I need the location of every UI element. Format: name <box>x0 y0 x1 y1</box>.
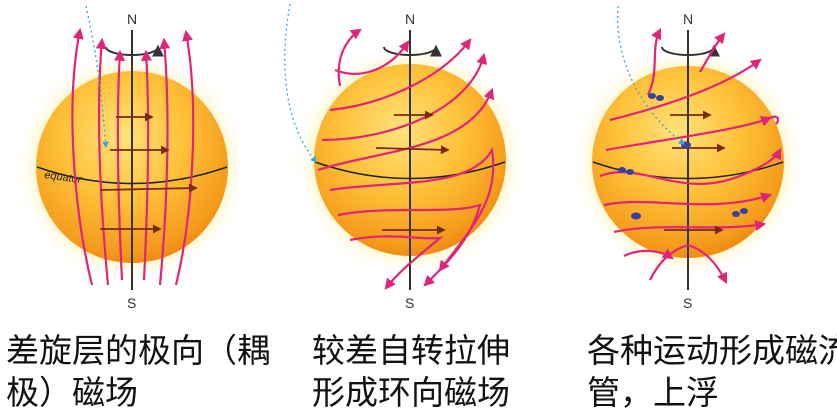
panel-1-flow-arrows <box>99 112 198 234</box>
panel-1-rotation-arrow-icon <box>105 44 164 57</box>
panel-3-field-line <box>769 115 780 125</box>
panel-2-caption-line: 形成环向磁场 <box>312 373 510 412</box>
panel-2-rotation-arrow-icon <box>383 44 442 57</box>
panel-3-equator <box>592 161 784 180</box>
panel-3-flux-tube-dot <box>656 95 664 101</box>
panel-3-field-line <box>647 28 661 96</box>
panel-2-north-label: N <box>405 11 415 27</box>
panel-2-field-line <box>317 87 495 172</box>
panel-2-flow-arrow <box>375 145 450 155</box>
panel-2-field-line <box>321 52 488 142</box>
panel-3-field-line <box>623 248 674 260</box>
panel-3-sequence-path <box>616 5 686 145</box>
panel-1-equator-label: equator <box>44 169 84 186</box>
panel-3-caption-line: 管，上浮 <box>587 373 719 412</box>
panel-1-field-line <box>158 37 171 286</box>
panel-2-sequence-path <box>284 3 317 164</box>
panel-2-field-line <box>337 28 362 87</box>
panel-1-caption-line: 极）磁场 <box>6 373 138 412</box>
panel-2-field-line <box>329 38 472 112</box>
panel-3-field-lines <box>599 28 781 284</box>
panel-1-north-label: N <box>127 11 137 27</box>
panel-3-south-label: S <box>683 295 692 311</box>
panel-3-flux-tube-dot <box>740 208 748 214</box>
panel-2-field-line <box>349 235 444 290</box>
panel-1-field-lines <box>71 27 195 286</box>
panel-1-field-line <box>113 49 125 281</box>
panel-2-south-label: S <box>405 295 414 311</box>
panel-3-flux-tube-dot <box>732 211 740 217</box>
panel-1-poloidal-field: N S equator <box>14 5 250 311</box>
panel-1-caption: 差旋层的极向（耦 极）磁场 <box>6 330 276 414</box>
panel-3-north-label: N <box>683 11 693 27</box>
panel-1-equator <box>36 166 228 185</box>
panel-1-field-line <box>141 49 153 281</box>
panel-3-flux-tube-dot <box>618 167 626 173</box>
panel-3-flux-tube-dot <box>626 169 634 175</box>
panel-3-field-line <box>699 32 726 73</box>
panel-3-field-line <box>613 220 767 234</box>
panel-2-flow-arrows <box>375 110 450 235</box>
panel-3-flux-tube-dot <box>648 93 656 99</box>
panel-3-flow-arrows <box>664 110 726 235</box>
panel-2-caption-line: 较差自转拉伸 <box>312 331 510 370</box>
panel-3-field-line <box>603 192 773 207</box>
panel-2-field-line <box>334 40 410 75</box>
panel-2-toroidal-field: N S <box>284 3 528 311</box>
panel-3-flux-tube-dot <box>631 212 641 220</box>
panel-3-caption: 各种运动形成磁流 管，上浮 <box>587 330 837 414</box>
panel-3-field-line <box>605 116 773 152</box>
panel-1-field-line <box>174 29 195 286</box>
panel-3-flux-tube-dot <box>681 141 691 149</box>
panel-3-field-line <box>609 58 762 122</box>
panel-2-field-line <box>337 203 482 287</box>
panel-3-field-line <box>649 243 727 284</box>
panel-1-field-line <box>95 37 110 286</box>
panel-3-caption-line: 各种运动形成磁流 <box>587 331 837 370</box>
panel-2-caption: 较差自转拉伸 形成环向磁场 <box>312 330 572 414</box>
panel-1-caption-line: 差旋层的极向（耦 <box>6 331 270 370</box>
panel-3-flux-tubes: N S <box>570 5 806 311</box>
panel-2-equator <box>314 161 506 180</box>
panel-1-south-label: S <box>127 295 136 311</box>
panel-1-flow-arrow <box>99 183 198 193</box>
panel-2-field-lines <box>317 28 495 290</box>
panel-1-field-line <box>71 27 94 286</box>
